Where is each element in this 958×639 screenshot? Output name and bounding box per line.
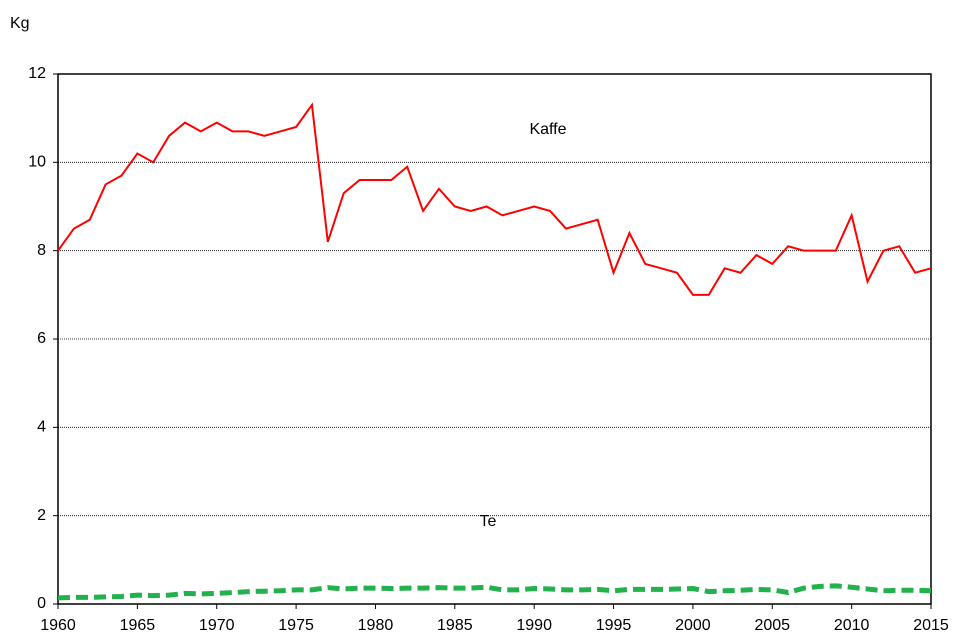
y-axis-label: Kg (10, 15, 30, 32)
x-tick-label: 1965 (120, 617, 156, 634)
line-series (57, 102, 932, 296)
x-tick-label: 1990 (516, 617, 552, 634)
x-tick-label: 1995 (596, 617, 632, 634)
y-tick-label: 6 (37, 330, 46, 347)
x-tick-label: 1985 (437, 617, 473, 634)
y-tick-label: 2 (37, 507, 46, 524)
x-tick-label: 2010 (834, 617, 870, 634)
x-tick-label: 2015 (913, 617, 949, 634)
plot-frame (57, 73, 932, 605)
y-tick-label: 8 (37, 242, 46, 259)
x-tick-label: 2000 (675, 617, 711, 634)
annotation: Kaffe (529, 121, 566, 138)
line-series (57, 583, 932, 601)
y-tick-label: 4 (37, 419, 46, 436)
x-tick-label: 1970 (199, 617, 235, 634)
y-tick-label: 12 (28, 65, 46, 82)
y-tick-label: 0 (37, 595, 46, 612)
x-tick-label: 1980 (358, 617, 394, 634)
x-tick-label: 1960 (40, 617, 76, 634)
y-tick-label: 10 (28, 154, 46, 171)
x-tick-label: 1975 (278, 617, 314, 634)
x-tick-label: 2005 (754, 617, 790, 634)
annotation: Te (480, 513, 497, 530)
